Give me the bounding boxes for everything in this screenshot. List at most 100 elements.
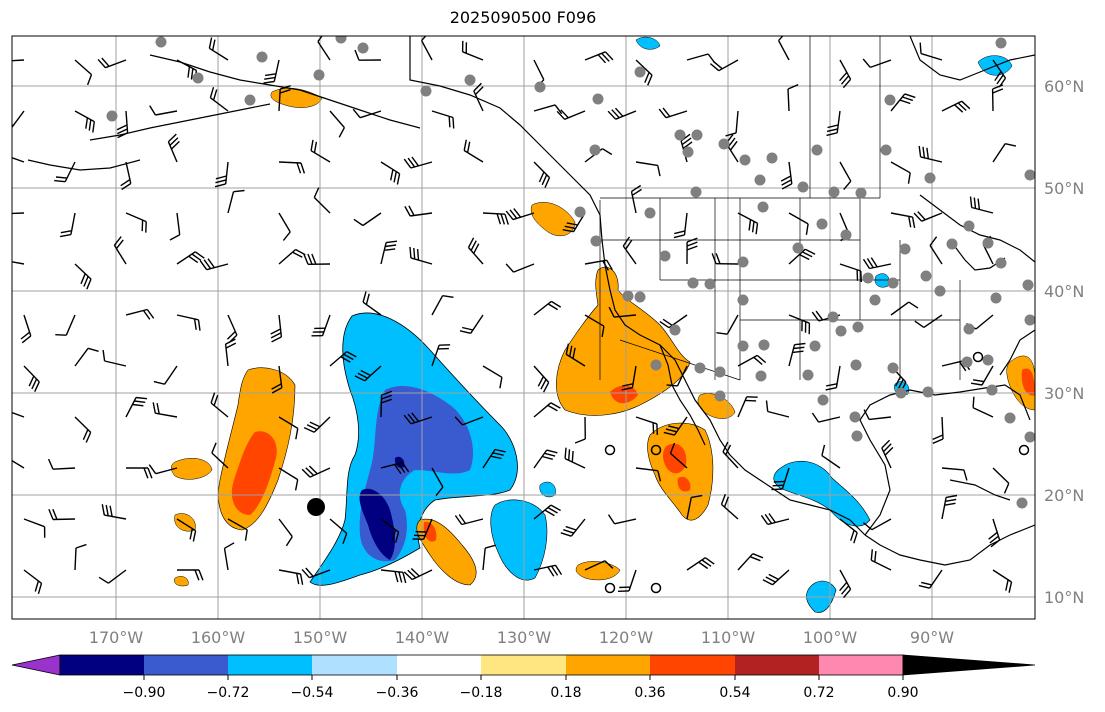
wind-barb (929, 236, 943, 265)
station-dot (1024, 431, 1035, 443)
wind-barb (74, 543, 87, 571)
wind-barb (870, 549, 892, 571)
wind-barb (454, 416, 484, 426)
wind-barb (992, 467, 1010, 494)
station-dot (737, 340, 749, 352)
station-markers (106, 36, 1035, 509)
wind-barb (663, 416, 688, 436)
colorbar-max-extension (902, 654, 1036, 676)
wind-barb (919, 42, 943, 61)
wind-barb (737, 212, 759, 235)
station-dot (946, 238, 958, 250)
wind-barb (120, 161, 132, 191)
station-dot (849, 411, 861, 423)
colorbar-tick-label: 0.54 (719, 685, 750, 701)
wind-barb (788, 314, 811, 335)
station-dot (850, 359, 862, 371)
colorbar-segment (566, 655, 650, 675)
wind-barb (409, 246, 433, 265)
wind-barb (380, 461, 410, 474)
lon-label: 140°W (395, 628, 450, 647)
colorbar-segment (228, 655, 312, 675)
wind-barb (214, 161, 229, 188)
wind-barb (354, 49, 382, 61)
longitude-labels: 170°W 160°W 150°W 140°W 130°W 120°W 110°… (89, 628, 954, 647)
wind-barb (617, 569, 637, 592)
wind-barb (839, 263, 862, 283)
wind-barb (431, 467, 444, 497)
station-dot (887, 277, 899, 289)
wind-barb (74, 110, 95, 133)
wind-barb (310, 139, 331, 163)
wind-barb (278, 416, 299, 440)
wind-barb (584, 314, 605, 338)
station-dot (963, 220, 975, 232)
station-dot (690, 186, 702, 198)
wind-barb (380, 518, 400, 543)
wind-barb (839, 59, 852, 89)
wind-barb (482, 365, 503, 389)
wind-barb (125, 396, 148, 418)
wind-barb (226, 314, 238, 344)
station-dot (862, 272, 874, 284)
wind-barb (12, 212, 25, 215)
station-dot (792, 242, 804, 254)
wind-barb (227, 518, 248, 541)
lat-label: 30°N (1044, 384, 1084, 403)
wind-barb (635, 416, 658, 435)
wind-barb (278, 212, 291, 241)
wind-barb (12, 261, 25, 265)
wind-barb (914, 314, 943, 328)
station-dot (899, 243, 911, 255)
station-dot (192, 72, 204, 84)
wind-barb (533, 402, 561, 418)
wind-barb (102, 349, 127, 367)
wind-barb (12, 110, 25, 129)
station-dot (644, 207, 656, 219)
wind-barb (199, 258, 229, 271)
wind-barb (709, 59, 739, 72)
wind-barb (270, 314, 283, 343)
wind-barb (635, 467, 662, 482)
station-dot (1022, 279, 1034, 291)
wind-barb (881, 439, 894, 469)
wind-barb (608, 306, 637, 318)
station-dot (758, 339, 770, 351)
wind-barb (622, 236, 637, 265)
colorbar-segment (144, 655, 228, 675)
wind-barb (329, 110, 346, 138)
wind-barb (825, 365, 841, 391)
station-dot (694, 362, 706, 374)
station-dot (797, 181, 809, 193)
wind-barb (839, 161, 852, 191)
station-dot (922, 386, 934, 398)
colorbar-tick-label: −0.36 (376, 685, 419, 701)
wind-barb (153, 365, 178, 385)
wind-barb (635, 161, 661, 177)
station-dot (634, 66, 646, 78)
wind-barb (862, 257, 892, 270)
wind-barb (74, 59, 93, 86)
wind-barb (669, 442, 688, 469)
colorbar-segment (735, 655, 819, 675)
wind-barb (12, 59, 25, 62)
wind-barb (459, 314, 484, 334)
station-dot (659, 250, 671, 262)
colorbar-segment (819, 655, 903, 675)
wind-barb (126, 467, 153, 479)
negative-anomaly-south (490, 499, 548, 581)
wind-barb (890, 212, 916, 229)
wind-barb (301, 465, 331, 478)
wind-barb (890, 93, 916, 112)
wind-barb (607, 514, 637, 525)
wind-barb (932, 416, 944, 444)
lon-label: 170°W (89, 628, 144, 647)
station-dot (357, 42, 369, 54)
wind-barb (54, 161, 76, 183)
wind-barb (116, 110, 129, 139)
wind-barb (505, 208, 535, 221)
station-dot (650, 359, 662, 371)
station-dot (817, 394, 829, 406)
colorbar-segment (481, 655, 566, 675)
